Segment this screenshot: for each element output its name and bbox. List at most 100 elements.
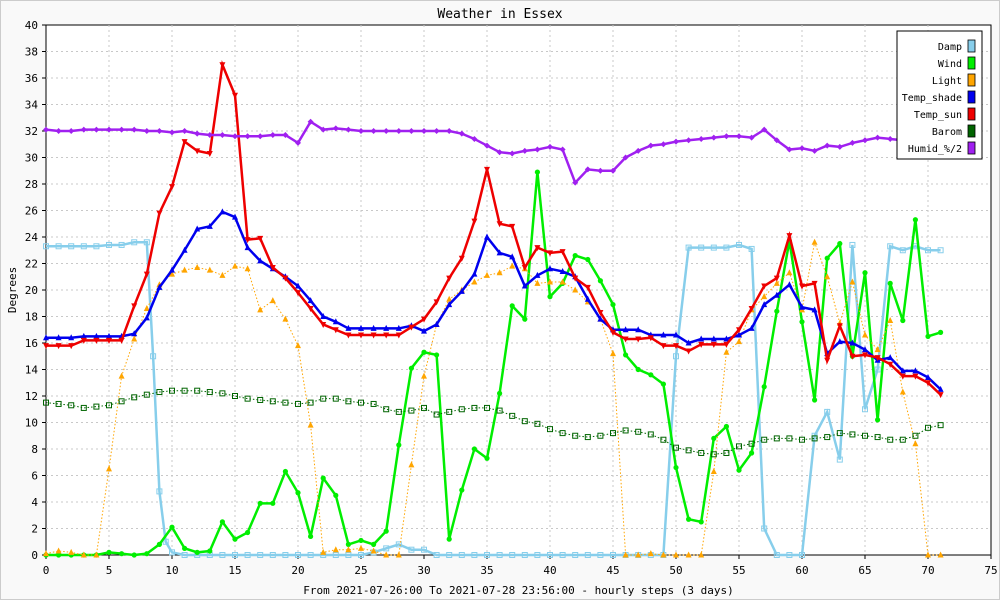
- data-point: [257, 500, 263, 506]
- data-point: [761, 384, 767, 390]
- data-point: [912, 217, 919, 223]
- data-point: [194, 549, 200, 555]
- data-point: [925, 551, 931, 558]
- legend-label-humid-2: Humid_%/2: [908, 144, 962, 155]
- data-point: [370, 332, 377, 339]
- data-point: [925, 247, 931, 254]
- data-point: [245, 529, 251, 536]
- data-point: [269, 552, 276, 558]
- data-point: [836, 456, 843, 463]
- y-tick-label: 10: [25, 417, 38, 430]
- data-point: [206, 266, 213, 273]
- data-point: [446, 552, 453, 558]
- data-point: [143, 391, 150, 398]
- data-point: [244, 395, 251, 402]
- data-point: [635, 428, 642, 435]
- data-point: [332, 552, 339, 558]
- data-point: [471, 278, 478, 285]
- data-point: [433, 411, 440, 418]
- data-point: [219, 131, 226, 138]
- data-point: [698, 244, 705, 251]
- data-point: [786, 552, 793, 558]
- data-point: [811, 147, 818, 154]
- data-point: [937, 422, 944, 429]
- data-point: [572, 432, 579, 439]
- data-point: [433, 320, 440, 327]
- data-point: [43, 126, 49, 133]
- data-point: [471, 218, 478, 225]
- data-point: [93, 332, 100, 339]
- data-point: [395, 408, 402, 415]
- data-point: [673, 464, 679, 471]
- data-point: [773, 279, 780, 286]
- data-point: [572, 286, 579, 293]
- y-tick-label: 32: [25, 125, 38, 138]
- data-point: [370, 400, 377, 407]
- data-point: [559, 430, 566, 437]
- data-point: [660, 331, 667, 338]
- data-point: [836, 143, 843, 150]
- data-point: [736, 338, 742, 345]
- data-point: [496, 552, 503, 558]
- data-point: [887, 280, 893, 286]
- data-point: [471, 270, 478, 277]
- data-point: [912, 367, 919, 374]
- data-point: [862, 270, 868, 276]
- data-point: [736, 327, 742, 334]
- data-point: [509, 412, 516, 419]
- data-point: [748, 440, 755, 447]
- data-point: [345, 324, 352, 331]
- data-point: [660, 343, 667, 350]
- data-point: [698, 341, 705, 348]
- data-point: [43, 334, 49, 341]
- data-point: [547, 552, 553, 558]
- data-point: [446, 536, 452, 542]
- data-point: [383, 545, 390, 552]
- data-point: [773, 291, 780, 298]
- data-point: [80, 126, 87, 133]
- data-point: [358, 552, 364, 558]
- data-point: [345, 546, 352, 553]
- data-point: [925, 424, 931, 431]
- legend-swatch-light: [967, 73, 976, 87]
- data-point: [118, 372, 125, 379]
- data-point: [194, 225, 201, 232]
- data-point: [647, 335, 654, 342]
- y-tick-label: 8: [31, 443, 38, 456]
- data-point: [509, 262, 516, 269]
- data-point: [383, 332, 390, 339]
- data-point: [635, 336, 642, 343]
- data-point: [723, 133, 730, 140]
- data-point: [345, 126, 352, 133]
- data-point: [307, 552, 314, 558]
- data-point: [358, 324, 364, 331]
- data-point: [761, 301, 768, 308]
- data-point: [736, 331, 742, 338]
- data-point: [534, 245, 541, 252]
- legend-label-damp: Damp: [938, 42, 962, 53]
- data-point: [887, 316, 894, 323]
- series-light: [43, 238, 944, 558]
- data-point: [93, 551, 100, 558]
- data-point: [584, 284, 591, 291]
- y-tick-label: 34: [25, 99, 39, 112]
- y-tick-label: 18: [25, 311, 38, 324]
- data-point: [93, 243, 100, 250]
- data-point: [685, 137, 692, 144]
- data-point: [761, 293, 768, 300]
- data-point: [811, 435, 818, 442]
- data-point: [219, 552, 226, 558]
- data-point: [80, 332, 87, 339]
- data-point: [660, 381, 667, 387]
- data-point: [320, 313, 327, 319]
- legend-swatch-temp-sun: [967, 107, 976, 121]
- data-point: [434, 352, 440, 358]
- data-point: [685, 551, 692, 558]
- data-point: [320, 321, 327, 328]
- data-point: [446, 301, 453, 308]
- data-point: [786, 233, 793, 240]
- data-point: [471, 446, 477, 452]
- x-tick-label: 15: [228, 564, 241, 577]
- x-tick-label: 60: [795, 564, 808, 577]
- data-point: [887, 354, 894, 361]
